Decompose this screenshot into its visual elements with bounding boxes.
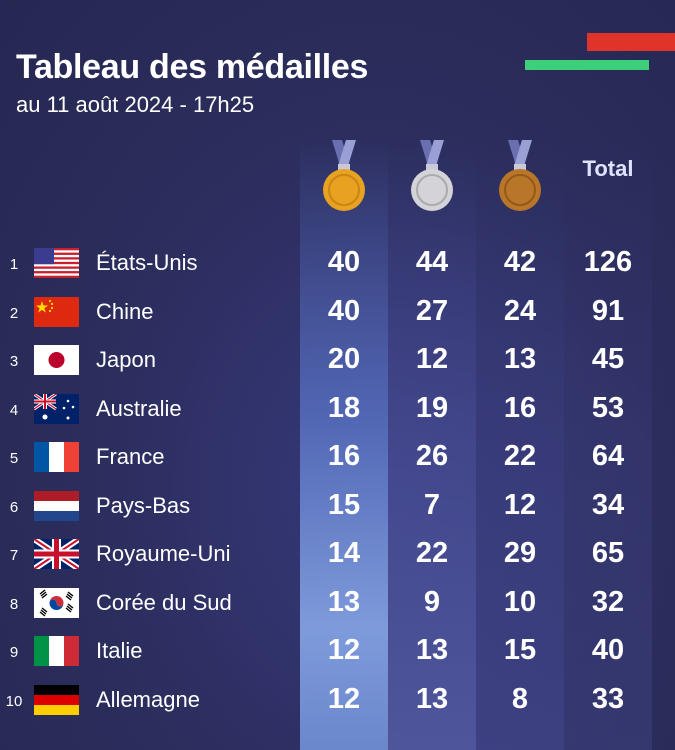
gold-count: 20 bbox=[327, 343, 361, 375]
bronze-count: 8 bbox=[511, 682, 529, 715]
country-name: Italie bbox=[96, 638, 143, 663]
flag-south-korea-icon bbox=[34, 587, 79, 618]
rank-label: 3 bbox=[9, 353, 19, 370]
table-row: 8 Corée du Sud 13 9 10 32 bbox=[0, 580, 675, 628]
country-name: France bbox=[96, 444, 165, 469]
silver-count: 26 bbox=[415, 440, 449, 472]
table-row: 7 Royaume-Uni 14 22 29 65 bbox=[0, 531, 675, 579]
decorative-red-bar bbox=[587, 33, 675, 51]
silver-count: 22 bbox=[415, 537, 449, 569]
total-count: 40 bbox=[591, 634, 625, 666]
total-count: 45 bbox=[591, 343, 625, 375]
country-name: Corée du Sud bbox=[96, 589, 232, 615]
total-count: 34 bbox=[591, 488, 625, 521]
table-row: 5 France 16 26 22 64 bbox=[0, 434, 675, 482]
bronze-medal-icon bbox=[499, 140, 541, 211]
bronze-count: 13 bbox=[503, 343, 537, 375]
flag-australia-icon bbox=[34, 393, 79, 424]
page-subtitle: au 11 août 2024 - 17h25 bbox=[16, 92, 255, 117]
bronze-count: 22 bbox=[503, 440, 537, 472]
bronze-count: 12 bbox=[503, 488, 537, 521]
silver-count: 44 bbox=[415, 246, 449, 278]
bronze-count: 24 bbox=[503, 294, 537, 327]
silver-count: 13 bbox=[415, 682, 449, 715]
rank-label: 8 bbox=[9, 595, 19, 613]
silver-count: 13 bbox=[415, 634, 449, 666]
country-name: États-Unis bbox=[96, 250, 198, 275]
rank-label: 10 bbox=[5, 692, 23, 710]
country-name: Allemagne bbox=[96, 686, 200, 712]
bronze-count: 16 bbox=[503, 391, 537, 424]
gold-count: 18 bbox=[327, 391, 361, 424]
table-row: 3 Japon 20 12 13 45 bbox=[0, 337, 675, 385]
total-column-band bbox=[564, 140, 652, 750]
total-count: 65 bbox=[591, 537, 625, 569]
rank-label: 1 bbox=[9, 256, 19, 273]
table-row: 6 Pays-Bas 15 7 12 34 bbox=[0, 483, 675, 531]
total-count: 53 bbox=[591, 391, 625, 424]
gold-count: 16 bbox=[327, 440, 361, 472]
flag-japan-icon bbox=[34, 345, 79, 375]
gold-column-band bbox=[300, 140, 388, 750]
silver-count: 9 bbox=[423, 585, 441, 618]
rank-label: 4 bbox=[9, 401, 19, 419]
silver-count: 7 bbox=[423, 488, 441, 521]
country-name: Pays-Bas bbox=[96, 492, 191, 518]
gold-count: 40 bbox=[327, 246, 361, 278]
silver-count: 12 bbox=[415, 343, 449, 375]
table-row: 10 Allemagne 12 13 8 33 bbox=[0, 677, 675, 725]
flag-china-icon bbox=[34, 296, 79, 327]
table-row: 4 Australie 18 19 16 53 bbox=[0, 386, 675, 434]
gold-count: 14 bbox=[327, 537, 361, 569]
gold-count: 13 bbox=[327, 585, 361, 618]
bronze-count: 29 bbox=[503, 537, 537, 569]
flag-italy-icon bbox=[34, 636, 79, 666]
rank-label: 9 bbox=[9, 644, 19, 661]
gold-medal-icon bbox=[323, 140, 365, 211]
gold-count: 12 bbox=[327, 634, 361, 666]
decorative-green-bar bbox=[525, 60, 649, 70]
table-row: 2 Chine 40 27 24 91 bbox=[0, 289, 675, 337]
bronze-count: 15 bbox=[503, 634, 537, 666]
flag-france-icon bbox=[34, 442, 79, 472]
silver-count: 27 bbox=[415, 294, 449, 327]
country-name: Japon bbox=[96, 347, 156, 372]
country-name: Royaume-Uni bbox=[96, 541, 231, 566]
page-title: Tableau des médailles bbox=[16, 48, 369, 86]
flag-germany-icon bbox=[34, 684, 79, 715]
total-count: 32 bbox=[591, 585, 625, 618]
total-count: 64 bbox=[591, 440, 625, 472]
table-row: 1 États-Unis 40 44 42 126 bbox=[0, 240, 675, 288]
country-name: Chine bbox=[96, 298, 154, 324]
silver-medal-icon bbox=[411, 140, 453, 211]
country-name: Australie bbox=[96, 395, 182, 421]
flag-uk-icon bbox=[34, 539, 79, 569]
rank-label: 2 bbox=[9, 304, 19, 322]
bronze-count: 42 bbox=[503, 246, 537, 278]
rank-label: 6 bbox=[9, 498, 19, 516]
bronze-column-band bbox=[476, 140, 564, 750]
rank-label: 5 bbox=[9, 450, 19, 467]
silver-column-band bbox=[388, 140, 476, 750]
silver-count: 19 bbox=[415, 391, 449, 424]
total-column-header: Total bbox=[582, 156, 634, 181]
flag-netherlands-icon bbox=[34, 490, 79, 521]
bronze-count: 10 bbox=[503, 585, 537, 618]
total-count: 126 bbox=[583, 246, 633, 278]
total-count: 91 bbox=[591, 294, 625, 327]
total-count: 33 bbox=[591, 682, 625, 715]
gold-count: 40 bbox=[327, 294, 361, 327]
gold-count: 12 bbox=[327, 682, 361, 715]
table-row: 9 Italie 12 13 15 40 bbox=[0, 628, 675, 676]
gold-count: 15 bbox=[327, 488, 361, 521]
flag-usa-icon bbox=[34, 248, 79, 278]
rank-label: 7 bbox=[9, 547, 19, 564]
